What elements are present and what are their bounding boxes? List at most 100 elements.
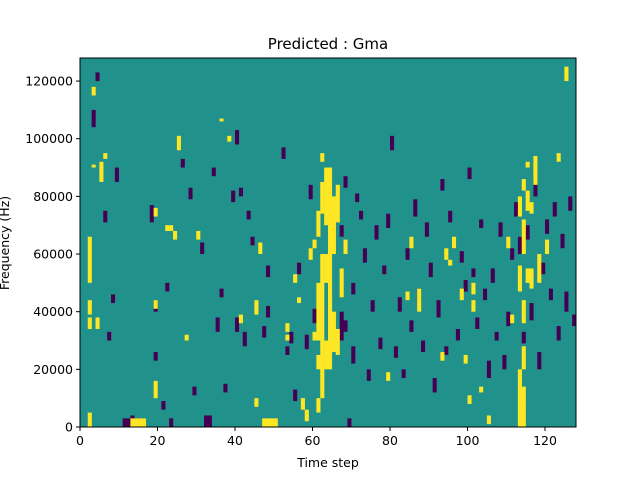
heatmap-cell-low (126, 418, 131, 427)
x-tick-label: 0 (76, 433, 84, 448)
heatmap-cell-low (114, 167, 119, 182)
heatmap-cell-high (529, 268, 534, 289)
heatmap-cell-low (351, 282, 356, 295)
heatmap-cell-high (471, 300, 476, 312)
heatmap-cell-high (285, 334, 290, 341)
heatmap-cell-low (498, 222, 503, 237)
heatmap-cell-high (254, 398, 259, 407)
heatmap-cell-high (87, 236, 92, 283)
heatmap-cell-low (312, 308, 317, 324)
heatmap-cell-high (444, 248, 449, 260)
heatmap-cell-low (428, 262, 433, 278)
heatmap-cell-high (269, 418, 274, 427)
heatmap-cell-low (560, 233, 565, 249)
heatmap-cell-high (130, 418, 135, 427)
heatmap-cell-low (91, 109, 96, 128)
heatmap-cell-low (409, 320, 414, 332)
heatmap-cell-high (316, 210, 321, 237)
x-tick-label: 120 (533, 433, 557, 448)
heatmap-cell-high (153, 300, 158, 309)
heatmap-cell-high (173, 230, 178, 240)
heatmap-cell-low (502, 354, 507, 370)
heatmap-cell-low (436, 300, 441, 318)
heatmap-cell-low (289, 331, 294, 344)
heatmap-cell-high (525, 190, 530, 211)
y-axis-label: Frequency (Hz) (0, 196, 12, 290)
heatmap-cell-high (153, 380, 158, 399)
heatmap-cell-low (293, 389, 298, 402)
heatmap-cell-low (572, 314, 577, 327)
heatmap-cell-low (347, 418, 352, 427)
heatmap-cell-high (556, 153, 561, 162)
heatmap-cell-high (452, 236, 457, 249)
heatmap-cell-low (250, 236, 255, 246)
heatmap-cell-high (262, 418, 267, 427)
heatmap-cell-high (320, 153, 325, 162)
heatmap-cell-high (91, 86, 96, 96)
heatmap-cell-low (366, 369, 371, 381)
heatmap-cell-low (231, 190, 236, 203)
heatmap-cell-low (455, 328, 460, 341)
heatmap-cell-low (153, 352, 158, 361)
y-tick-label: 120000 (25, 74, 73, 89)
heatmap-cell-low (494, 331, 499, 341)
heatmap-cell-high (142, 418, 147, 427)
x-axis-label: Time step (296, 455, 359, 470)
heatmap-cell-low (374, 225, 379, 240)
heatmap-cell-low (463, 279, 468, 292)
heatmap-cell-high (405, 291, 410, 301)
heatmap-cell-low (514, 202, 519, 217)
heatmap-cell-low (533, 181, 538, 197)
heatmap-cell-high (320, 181, 325, 214)
heatmap-cell-high (87, 317, 92, 329)
heatmap-cell-low (188, 187, 193, 200)
y-tick-label: 40000 (33, 304, 73, 319)
y-tick-label: 100000 (25, 131, 73, 146)
heatmap-cell-high (238, 314, 243, 324)
heatmap-cell-high (339, 268, 344, 298)
heatmap-cell-low (506, 311, 511, 327)
heatmap-cell-low (545, 219, 550, 234)
heatmap-cell-low (204, 415, 209, 427)
heatmap-cell-high (324, 340, 329, 370)
heatmap-cell-high (153, 207, 158, 217)
heatmap-cell-high (525, 268, 530, 283)
heatmap-cell-high (320, 254, 325, 399)
heatmap-cell-high (510, 314, 515, 324)
heatmap-cell-low (459, 251, 464, 263)
heatmap-cell-low (235, 317, 240, 332)
heatmap-cell-high (165, 225, 170, 231)
heatmap-cell-high (521, 219, 526, 255)
heatmap-cell-high (331, 311, 336, 341)
heatmap-cell-low (304, 334, 309, 350)
heatmap-cell-high (134, 418, 139, 427)
heatmap-cell-low (211, 167, 216, 177)
heatmap-cell-low (111, 294, 116, 304)
chart-title: Predicted : Gma (268, 35, 388, 53)
heatmap-cell-low (525, 225, 530, 240)
heatmap-cell-high (448, 259, 453, 266)
heatmap-cell-high (138, 418, 143, 427)
heatmap-cell-low (297, 262, 302, 275)
heatmap-cell-high (227, 135, 232, 142)
x-tick-label: 20 (150, 433, 166, 448)
heatmap-cell-high (529, 202, 534, 214)
heatmap-cell-low (266, 265, 271, 278)
heatmap-cell-high (316, 354, 321, 370)
heatmap-cell-low (393, 346, 398, 358)
heatmap-cell-high (517, 196, 522, 217)
heatmap-cell-high (316, 282, 321, 341)
y-tick-label: 20000 (33, 362, 73, 377)
heatmap-cell-low (266, 305, 271, 318)
heatmap-cell-high (273, 418, 278, 427)
x-tick-label: 80 (382, 433, 398, 448)
heatmap-cell-low (448, 210, 453, 223)
heatmap-cell-low (440, 179, 445, 191)
heatmap-cell-low (424, 222, 429, 237)
heatmap-cell-low (510, 248, 515, 260)
heatmap-cell-high (87, 412, 92, 427)
heatmap-cell-low (238, 187, 243, 197)
heatmap-cell-low (362, 248, 367, 263)
y-tick-label: 0 (65, 420, 73, 435)
heatmap-cell-low (95, 72, 100, 82)
